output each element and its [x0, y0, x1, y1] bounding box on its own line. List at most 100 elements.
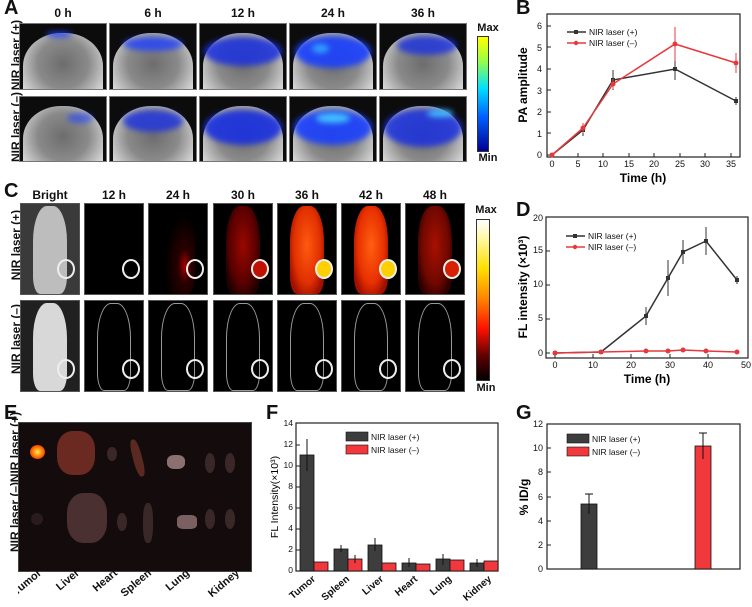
svg-text:Spleen: Spleen [119, 570, 155, 599]
fluorescence-image [84, 203, 144, 295]
svg-text:Lung: Lung [164, 570, 192, 594]
svg-text:PA amplitude: PA amplitude [516, 47, 530, 123]
svg-text:6: 6 [288, 502, 293, 512]
svg-text:10: 10 [284, 460, 294, 470]
svg-text:10: 10 [588, 360, 598, 370]
svg-text:Time (h): Time (h) [624, 372, 670, 386]
fluorescence-image [341, 203, 401, 295]
svg-text:3: 3 [537, 86, 542, 96]
ultrasound-image [109, 23, 197, 90]
svg-text:Tumor: Tumor [288, 574, 318, 602]
svg-text:Heart: Heart [91, 570, 121, 594]
colorbar-min-label: Min [478, 152, 498, 164]
svg-text:0: 0 [537, 150, 542, 160]
fluorescence-image [277, 203, 337, 295]
ultrasound-image [379, 96, 467, 162]
panel-label: F [266, 402, 279, 424]
panel-label: G [516, 402, 532, 424]
svg-text:20: 20 [649, 159, 659, 169]
fluorescence-image [341, 300, 401, 392]
legend-label: NIR laser (–) [592, 447, 640, 457]
svg-text:Liver: Liver [54, 570, 82, 593]
fluorescence-image [277, 300, 337, 392]
ultrasound-image [289, 23, 377, 90]
ex-vivo-organ-image [18, 422, 252, 572]
svg-text:20: 20 [626, 360, 636, 370]
pa-amplitude-line-chart: 0 1 2 3 4 5 6 0 5 10 15 20 25 30 35 Time (h) PA amp… [516, 13, 741, 185]
column-title: 24 h [320, 6, 345, 20]
ultrasound-image [379, 23, 467, 90]
svg-text:Lung: Lung [428, 574, 454, 598]
svg-text:2: 2 [288, 544, 293, 554]
column-title: 12 h [230, 6, 255, 20]
colorbar [476, 219, 490, 381]
legend-label: NIR laser (–) [588, 242, 636, 252]
svg-text:Spleen: Spleen [320, 574, 352, 604]
column-title: 6 h [144, 6, 162, 20]
legend-label: NIR laser (+) [588, 231, 637, 241]
svg-text:Liver: Liver [361, 574, 386, 598]
fluorescence-image [148, 203, 208, 295]
svg-text:15: 15 [533, 245, 543, 255]
colorbar-max-label: Max [477, 22, 499, 34]
svg-text:4: 4 [538, 516, 543, 526]
svg-text:15: 15 [624, 159, 634, 169]
svg-text:10: 10 [598, 159, 608, 169]
panel-label: C [4, 180, 19, 202]
svg-text:25: 25 [675, 159, 685, 169]
svg-text:0: 0 [538, 564, 543, 574]
legend-label: NIR laser (–) [589, 38, 637, 48]
legend-label: NIR laser (+) [589, 27, 638, 37]
y-axis-label: FL intensity (×10³) [516, 236, 530, 339]
panel-label: A [4, 0, 19, 19]
ultrasound-image [19, 23, 107, 90]
svg-text:12: 12 [284, 439, 294, 449]
column-title: 0 h [54, 6, 72, 20]
ultrasound-image [289, 96, 377, 162]
fluorescence-image [405, 300, 465, 392]
fl-intensity-line-chart: 0 5 10 15 20 0 10 20 30 40 50 Time (h) FL intensi… [516, 213, 751, 386]
svg-text:0: 0 [538, 348, 543, 358]
svg-text:10: 10 [533, 443, 543, 453]
ultrasound-image [199, 23, 287, 90]
legend-label: NIR laser (+) [592, 434, 641, 444]
fluorescence-image [84, 300, 144, 392]
svg-text:2: 2 [538, 540, 543, 550]
colorbar-max-label: Max [475, 204, 497, 216]
svg-text:Heart: Heart [393, 573, 420, 598]
svg-text:6: 6 [538, 492, 543, 502]
colorbar [477, 36, 489, 152]
svg-text:4: 4 [537, 64, 542, 74]
svg-text:35: 35 [726, 159, 736, 169]
svg-text:6: 6 [537, 21, 542, 31]
column-title: Bright [32, 188, 68, 202]
fluorescence-image [213, 203, 273, 295]
ultrasound-image [109, 96, 197, 162]
y-axis-label: % ID/g [517, 479, 531, 516]
panel-label: B [516, 0, 531, 19]
column-title: 12 h [101, 188, 126, 202]
fluorescence-image [213, 300, 273, 392]
svg-text:Tumor: Tumor [18, 570, 44, 598]
svg-text:20: 20 [533, 213, 543, 223]
colorbar-min-label: Min [476, 382, 496, 394]
id-per-gram-bar-chart: 0 2 4 6 8 10 12 % ID/g NIR laser (+) NIR lase… [517, 419, 741, 574]
svg-text:0: 0 [549, 159, 554, 169]
svg-text:Kidney: Kidney [206, 570, 242, 600]
svg-text:4: 4 [288, 523, 293, 533]
ultrasound-image [199, 96, 287, 162]
column-title: 24 h [165, 188, 190, 202]
column-title: 30 h [230, 188, 255, 202]
brightfield-image [20, 203, 80, 295]
svg-text:40: 40 [703, 360, 713, 370]
svg-text:30: 30 [700, 159, 710, 169]
svg-text:10: 10 [533, 279, 543, 289]
fluorescence-image [405, 203, 465, 295]
svg-text:12: 12 [533, 419, 543, 429]
column-title: 48 h [422, 188, 447, 202]
organ-labels: Tumor Liver Heart Spleen Lung Kidney [18, 570, 243, 600]
brightfield-image [20, 300, 80, 392]
svg-text:5: 5 [575, 159, 580, 169]
svg-text:8: 8 [288, 481, 293, 491]
svg-text:14: 14 [284, 418, 294, 428]
